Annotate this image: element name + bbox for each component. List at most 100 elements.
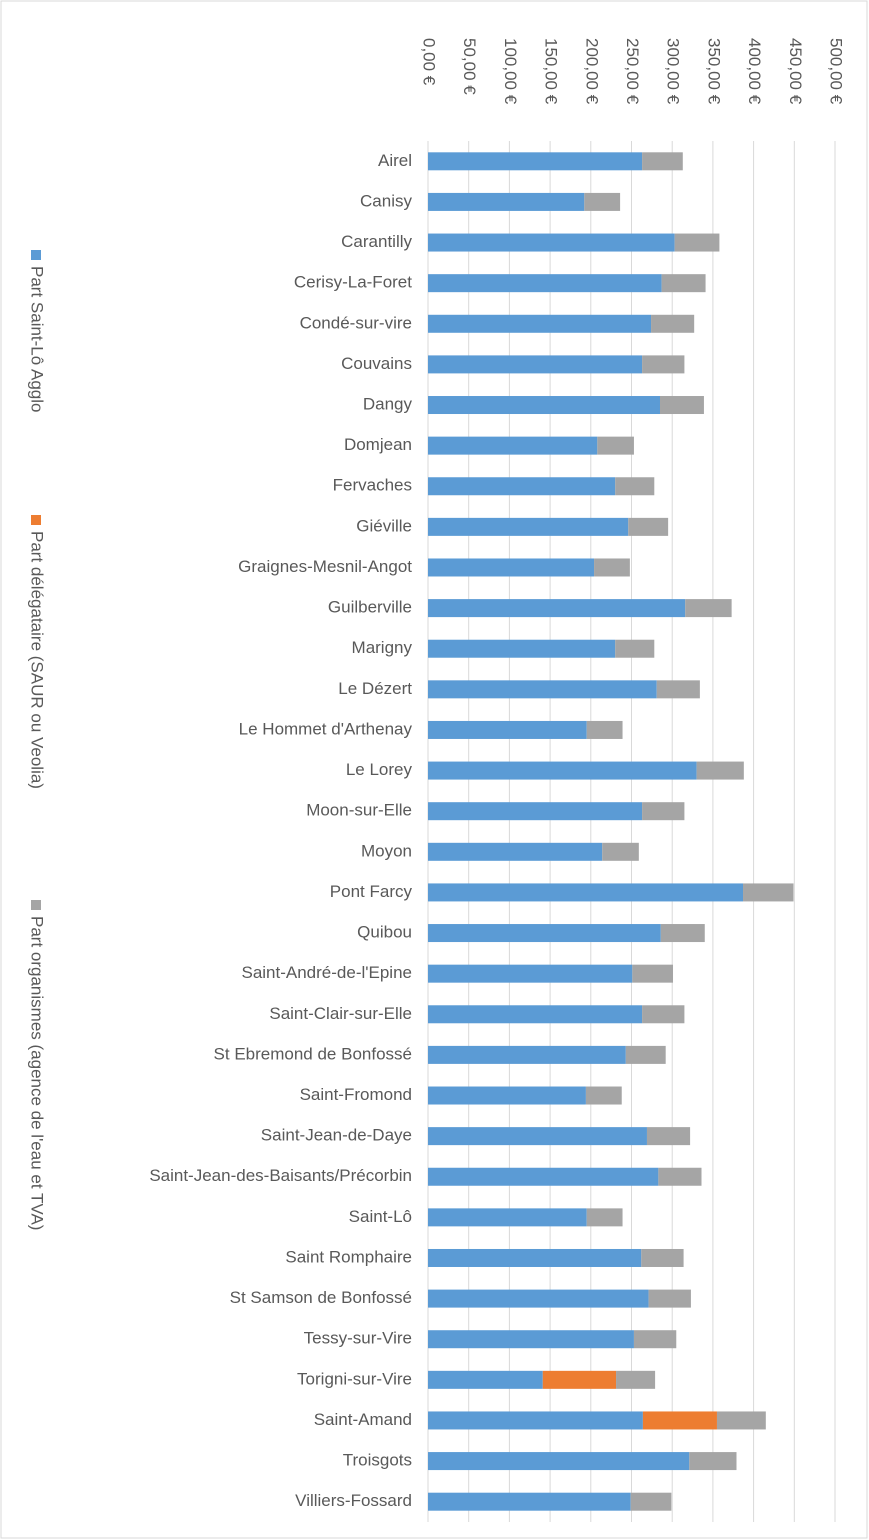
bar-segment xyxy=(428,192,585,211)
x-tick-label: 150,00 € xyxy=(542,38,561,105)
bar-segment xyxy=(428,1452,690,1471)
bar-segment xyxy=(428,396,660,415)
bar-segment xyxy=(642,1005,685,1024)
bar-segment xyxy=(428,761,697,780)
bar-segment xyxy=(428,233,675,252)
bar-segment xyxy=(428,436,598,455)
y-tick-label: Pont Farcy xyxy=(330,882,413,901)
bar-segment xyxy=(642,152,683,171)
bar-segment xyxy=(696,761,744,780)
bar-segment xyxy=(428,883,744,902)
bar-segment xyxy=(428,355,643,374)
bar-segment xyxy=(428,1330,634,1349)
y-tick-label: Saint Romphaire xyxy=(285,1247,412,1266)
legend-swatch xyxy=(31,900,41,910)
bar-segment xyxy=(625,1045,666,1064)
bar-segment xyxy=(689,1452,737,1471)
legend-swatch xyxy=(31,250,41,260)
y-tick-label: Saint-Amand xyxy=(314,1410,412,1429)
y-tick-label: Carantilly xyxy=(341,232,412,251)
y-tick-label: Cerisy-La-Foret xyxy=(294,273,412,292)
bar-segment xyxy=(428,599,686,618)
x-tick-label: 0,00 € xyxy=(420,38,439,86)
bar-segment xyxy=(661,274,706,293)
bar-segment xyxy=(428,802,643,821)
y-tick-label: Dangy xyxy=(363,394,413,413)
y-tick-label: Tessy-sur-Vire xyxy=(304,1329,412,1348)
bar-segment xyxy=(428,1045,626,1064)
bar-segment xyxy=(602,842,639,861)
bar-segment xyxy=(428,517,629,536)
y-tick-label: Domjean xyxy=(344,435,412,454)
bar-segment xyxy=(428,314,652,333)
y-tick-label: St Samson de Bonfossé xyxy=(230,1288,412,1307)
bar-segment xyxy=(542,1370,617,1389)
bar-segment xyxy=(630,1492,672,1511)
bar-segment xyxy=(428,1167,659,1186)
bar-segment xyxy=(428,274,662,293)
bar-segment xyxy=(586,1208,623,1227)
bar-segment xyxy=(594,558,630,577)
bar-segment xyxy=(651,314,695,333)
bar-segment xyxy=(646,1127,691,1146)
bar-segment xyxy=(642,1411,717,1430)
bar-segment xyxy=(632,964,674,983)
bar-segment xyxy=(428,1370,543,1389)
legend-label: Part Saint-Lô Agglo xyxy=(28,266,47,412)
x-tick-label: 250,00 € xyxy=(623,38,642,105)
bar-segment xyxy=(584,192,621,211)
bar-segment xyxy=(428,720,587,739)
y-tick-label: Quibou xyxy=(357,923,412,942)
bar-segment xyxy=(628,517,669,536)
bar-segment xyxy=(428,558,595,577)
bar-segment xyxy=(428,1411,643,1430)
bar-segment xyxy=(428,477,616,496)
bar-segment xyxy=(743,883,794,902)
legend-label: Part organismes (agence de l'eau et TVA) xyxy=(28,916,47,1230)
y-tick-label: Couvains xyxy=(341,354,412,373)
bar-segment xyxy=(597,436,634,455)
y-tick-label: Airel xyxy=(378,151,412,170)
x-tick-label: 400,00 € xyxy=(745,38,764,105)
bar-segment xyxy=(428,842,603,861)
bar-segment xyxy=(428,680,657,699)
y-tick-label: Troisgots xyxy=(343,1451,412,1470)
bar-segment xyxy=(428,964,633,983)
y-tick-label: Saint-André-de-l'Epine xyxy=(241,963,412,982)
x-tick-label: 450,00 € xyxy=(786,38,805,105)
legend-swatch xyxy=(31,515,41,525)
bar-segment xyxy=(585,1086,622,1105)
bar-segment xyxy=(633,1330,677,1349)
y-tick-label: Saint-Fromond xyxy=(300,1085,412,1104)
y-tick-label: Le Hommet d'Arthenay xyxy=(239,719,413,738)
y-tick-label: Giéville xyxy=(356,516,412,535)
bar-segment xyxy=(428,1208,587,1227)
y-tick-label: Villiers-Fossard xyxy=(295,1491,412,1510)
x-tick-label: 100,00 € xyxy=(501,38,520,105)
bar-segment xyxy=(428,152,643,171)
bar-segment xyxy=(648,1289,691,1308)
x-tick-label: 500,00 € xyxy=(827,38,846,105)
y-tick-label: Saint-Lô xyxy=(349,1207,412,1226)
bar-segment xyxy=(641,1248,684,1267)
y-tick-label: Moyon xyxy=(361,841,412,860)
y-tick-label: Moon-sur-Elle xyxy=(306,801,412,820)
bar-segment xyxy=(586,720,623,739)
y-tick-label: Saint-Clair-sur-Elle xyxy=(269,1004,412,1023)
bar-segment xyxy=(660,924,705,943)
y-tick-label: Graignes-Mesnil-Angot xyxy=(238,557,412,576)
bar-segment xyxy=(642,355,685,374)
bar-segment xyxy=(658,1167,702,1186)
bar-segment xyxy=(615,477,655,496)
y-tick-label: Canisy xyxy=(360,191,412,210)
bar-segment xyxy=(685,599,732,618)
y-tick-label: Saint-Jean-des-Baisants/Précorbin xyxy=(149,1166,412,1185)
bar-segment xyxy=(428,1289,649,1308)
bar-segment xyxy=(428,1127,647,1146)
bar-segment xyxy=(716,1411,766,1430)
bar-segment xyxy=(674,233,720,252)
x-tick-label: 350,00 € xyxy=(704,38,723,105)
bar-segment xyxy=(616,1370,656,1389)
bar-segment xyxy=(428,1005,643,1024)
x-tick-label: 50,00 € xyxy=(460,38,479,95)
